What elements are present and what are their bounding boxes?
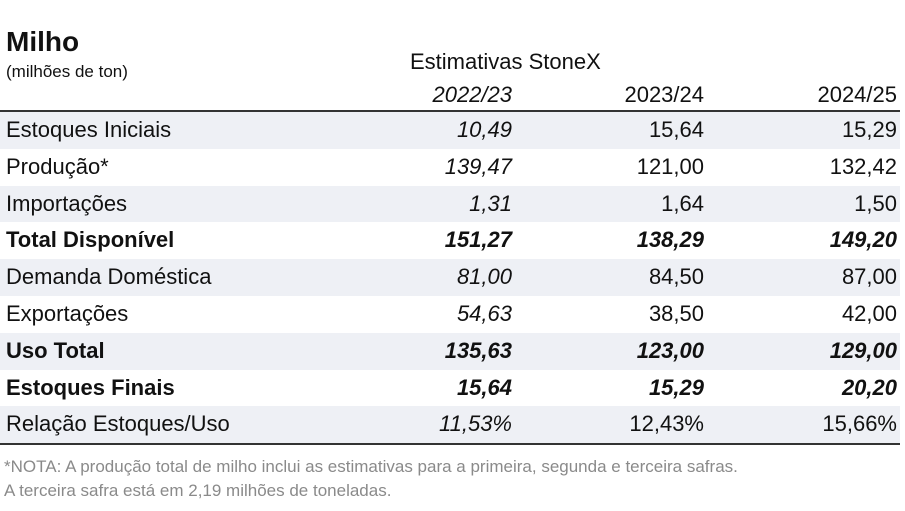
row-label: Total Disponível	[6, 227, 175, 253]
value-2024-25: 129,00	[829, 337, 897, 363]
table-row: Total Disponível 151,27 138,29 149,20	[0, 222, 900, 259]
table-row: Importações 1,31 1,64 1,50	[0, 185, 900, 223]
value-2023-24: 38,50	[648, 300, 704, 326]
value-2024-25: 42,00	[841, 300, 897, 326]
value-2022-23: 10,49	[456, 117, 512, 142]
value-2024-25: 132,42	[829, 153, 897, 179]
value-2024-25: 1,50	[854, 190, 897, 216]
value-2022-23: 11,53%	[439, 411, 512, 437]
row-label: Demanda Doméstica	[6, 264, 212, 290]
value-2023-24: 138,29	[636, 227, 704, 253]
row-label: Estoques Finais	[6, 374, 175, 400]
table-row: Exportações 54,63 38,50 42,00	[0, 296, 900, 333]
unit-subtitle: (milhões de ton)	[6, 62, 128, 81]
row-label: Importações	[6, 190, 128, 216]
page-title: Milho	[6, 26, 80, 57]
table-row: Relação Estoques/Uso 11,53% 12,43% 15,66…	[0, 406, 900, 444]
source-label: Estimativas StoneX	[410, 49, 601, 74]
row-label: Produção*	[6, 153, 109, 179]
value-2023-24: 121,00	[636, 153, 704, 179]
year-header-row: 2022/23 2023/24 2024/25	[0, 80, 900, 110]
row-label: Exportações	[6, 300, 129, 326]
footnote: *NOTA: A produção total de milho inclui …	[4, 455, 904, 503]
row-label: Uso Total	[6, 337, 105, 363]
value-2023-24: 123,00	[636, 337, 704, 363]
value-2024-25: 20,20	[841, 374, 897, 400]
table-body: Estoques Iniciais 10,49 15,64 15,29 Prod…	[0, 112, 900, 444]
year-header-2022-23: 2022/23	[432, 82, 512, 107]
value-2022-23: 135,63	[444, 337, 512, 363]
value-2023-24: 1,64	[661, 190, 704, 216]
value-2023-24: 15,64	[648, 117, 704, 142]
value-2022-23: 139,47	[444, 153, 512, 179]
table-row: Uso Total 135,63 123,00 129,00	[0, 332, 900, 370]
value-2022-23: 54,63	[456, 300, 512, 326]
table-row: Produção* 139,47 121,00 132,42	[0, 149, 900, 186]
value-2023-24: 12,43%	[629, 411, 704, 437]
year-header-2024-25: 2024/25	[817, 82, 897, 107]
value-2022-23: 81,00	[456, 264, 512, 290]
value-2022-23: 151,27	[444, 227, 512, 253]
table-row: Estoques Iniciais 10,49 15,64 15,29	[0, 112, 900, 149]
year-header-2023-24: 2023/24	[624, 82, 704, 107]
table-bottom-rule	[0, 443, 900, 445]
value-2024-25: 15,66%	[822, 411, 897, 437]
value-2023-24: 15,29	[648, 374, 704, 400]
row-label: Relação Estoques/Uso	[6, 411, 230, 437]
value-2024-25: 149,20	[829, 227, 897, 253]
footnote-line-2: A terceira safra está em 2,19 milhões de…	[4, 481, 392, 500]
value-2024-25: 87,00	[841, 264, 897, 290]
footnote-line-1: *NOTA: A produção total de milho inclui …	[4, 457, 738, 476]
table-row: Estoques Finais 15,64 15,29 20,20	[0, 370, 900, 407]
table-row: Demanda Doméstica 81,00 84,50 87,00	[0, 259, 900, 296]
table-top-rule	[0, 110, 900, 112]
value-2024-25: 15,29	[841, 117, 897, 142]
value-2022-23: 15,64	[456, 374, 512, 400]
value-2023-24: 84,50	[648, 264, 704, 290]
row-label: Estoques Iniciais	[6, 117, 172, 142]
value-2022-23: 1,31	[469, 190, 512, 216]
